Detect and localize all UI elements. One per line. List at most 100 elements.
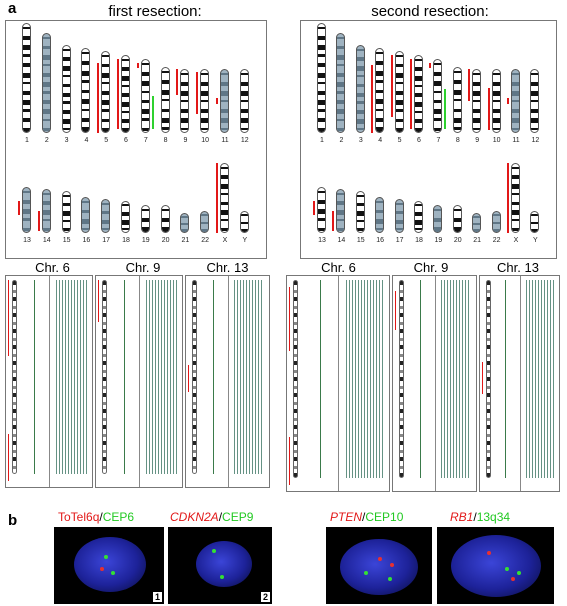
probe-red-3: PTEN [330, 510, 363, 524]
chromosome-band [42, 45, 50, 50]
chromosome-band [473, 72, 481, 76]
zoom-panel-chr13-first [185, 275, 270, 488]
chromosome-band [201, 127, 209, 130]
chromosome-band [102, 219, 110, 225]
chromosome-label: 1 [320, 137, 324, 144]
green-signal [220, 575, 224, 579]
chromosome-22 [200, 211, 210, 233]
chromosome-band [453, 70, 461, 74]
chromosome-band [356, 228, 364, 232]
chromosome-band [453, 89, 461, 95]
chromosome-band [122, 84, 129, 87]
chromosome-band [356, 83, 364, 88]
chromosome-band [512, 118, 519, 124]
chromosome-band [337, 227, 345, 232]
chromosome-band [473, 127, 481, 130]
chromosome-band [337, 82, 345, 88]
loss-bar [216, 163, 218, 233]
b-allele-frequency-plot [441, 280, 471, 478]
fish-image-2: 2 [168, 527, 272, 604]
chromosome-label: 17 [102, 237, 111, 244]
chromosome-label: 20 [453, 237, 462, 244]
chromosome-band [395, 91, 403, 95]
chromosome-band [337, 109, 345, 115]
chromosome-band [42, 192, 50, 195]
chromosome-band [512, 81, 519, 86]
chromosome-band [181, 109, 189, 113]
loss-bar [507, 97, 509, 105]
chromosome-band [318, 26, 325, 30]
zoom-title-chr13-first: Chr. 13 [206, 260, 249, 275]
chromosome-band [473, 118, 481, 124]
chromosome-band [415, 67, 422, 71]
chromosome-band [318, 209, 325, 215]
chromosome-band [512, 192, 519, 196]
chromosome-band [82, 209, 90, 214]
chromosome-band [122, 75, 129, 81]
chromosome-band [337, 192, 345, 195]
b-allele-frequency-plot [56, 280, 87, 475]
chromosome-band [122, 119, 129, 123]
green-signal [388, 577, 392, 581]
chromosome-band [337, 45, 345, 50]
fish-label-2: CDKN2A/CEP9 [170, 510, 253, 524]
chromosome-band [434, 72, 442, 76]
chromosome-band [376, 218, 384, 224]
chromosome-band [318, 199, 325, 204]
red-signal [378, 557, 382, 561]
zoom-panel-chr9-second [392, 275, 477, 492]
chromosome-ideogram [12, 280, 17, 475]
chromosome-band [141, 118, 149, 121]
chromosome-band [181, 72, 189, 76]
chromosome-band [434, 99, 442, 104]
chromosome-band [23, 118, 30, 123]
chromosome-16 [375, 197, 385, 233]
chromosome-band [141, 227, 149, 232]
chromosome-band [415, 220, 422, 225]
chromosome-band [23, 90, 30, 95]
chromosome-21 [472, 213, 482, 233]
chromosome-4 [375, 48, 385, 133]
chromosome-band [23, 227, 30, 232]
chromosome-band [221, 192, 228, 196]
chromosome-band [395, 219, 403, 225]
chromosome-label: 18 [415, 237, 423, 244]
chromosome-20 [160, 205, 170, 233]
chromosome-band [376, 89, 384, 94]
chromosome-band [492, 214, 500, 217]
chromosome-band [492, 109, 500, 113]
chromosome-band [102, 118, 110, 123]
nucleus-4 [451, 535, 541, 597]
chromosome-band [376, 51, 384, 55]
chromosome-band [23, 127, 30, 132]
probe-green-1: CEP6 [102, 510, 135, 524]
red-signal [487, 551, 491, 555]
zoom-title-chr13-second: Chr. 13 [497, 260, 539, 275]
chromosome-band [531, 127, 539, 130]
chromosome-8 [452, 67, 462, 133]
nucleus-3 [340, 539, 418, 595]
chromosome-band [102, 228, 110, 231]
green-signal [505, 567, 509, 571]
chromosome-band [141, 72, 149, 76]
chromosome-16 [81, 197, 91, 233]
chromosome-band [415, 110, 422, 113]
chromosome-band [102, 100, 110, 106]
green-signal [111, 571, 115, 575]
chromosome-band [337, 127, 345, 132]
chromosome-band [122, 101, 129, 107]
chromosome-band [221, 109, 228, 113]
chromosome-band [415, 212, 422, 216]
chromosome-band [395, 211, 403, 215]
loss-bar [429, 62, 432, 68]
chromosome-band [356, 219, 364, 222]
zoom-panel-chr6-first [5, 275, 93, 488]
chromosome-label: 3 [358, 137, 363, 144]
loss-bar [332, 211, 335, 231]
chromosome-10 [200, 69, 210, 133]
chromosome-20 [452, 205, 462, 233]
chromosome-band [318, 54, 325, 57]
chromosome-band [492, 228, 500, 232]
chromosome-band [62, 194, 70, 197]
chromosome-X [511, 163, 520, 233]
